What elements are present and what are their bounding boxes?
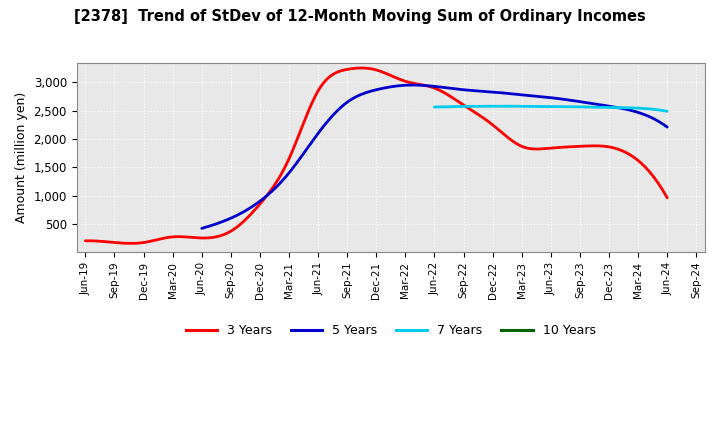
7 Years — [430, 104, 438, 110]
3 Years — [357, 66, 366, 71]
7 Years — [431, 104, 439, 110]
7 Years — [495, 103, 503, 109]
5 Years — [621, 106, 629, 112]
5 Years — [663, 125, 672, 130]
3 Years — [441, 91, 450, 96]
Line: 3 Years: 3 Years — [86, 68, 667, 243]
7 Years — [627, 105, 636, 110]
5 Years — [591, 101, 600, 106]
Line: 7 Years: 7 Years — [434, 106, 667, 111]
3 Years — [126, 241, 135, 246]
7 Years — [663, 109, 672, 114]
3 Years — [429, 85, 438, 90]
5 Years — [484, 89, 492, 94]
7 Years — [569, 104, 577, 110]
5 Years — [474, 88, 483, 94]
7 Years — [642, 106, 650, 111]
Text: [2378]  Trend of StDev of 12-Month Moving Sum of Ordinary Incomes: [2378] Trend of StDev of 12-Month Moving… — [74, 9, 646, 24]
3 Years — [612, 146, 621, 151]
5 Years — [197, 226, 206, 231]
5 Years — [199, 225, 207, 231]
Line: 5 Years: 5 Years — [202, 85, 667, 228]
5 Years — [476, 88, 485, 94]
7 Years — [573, 104, 582, 110]
3 Years — [575, 144, 584, 149]
Y-axis label: Amount (million yen): Amount (million yen) — [15, 92, 28, 223]
3 Years — [83, 238, 91, 243]
Legend: 3 Years, 5 Years, 7 Years, 10 Years: 3 Years, 5 Years, 7 Years, 10 Years — [181, 319, 600, 342]
7 Years — [570, 104, 578, 110]
3 Years — [663, 195, 672, 201]
5 Years — [408, 82, 416, 88]
3 Years — [431, 86, 440, 91]
3 Years — [81, 238, 90, 243]
